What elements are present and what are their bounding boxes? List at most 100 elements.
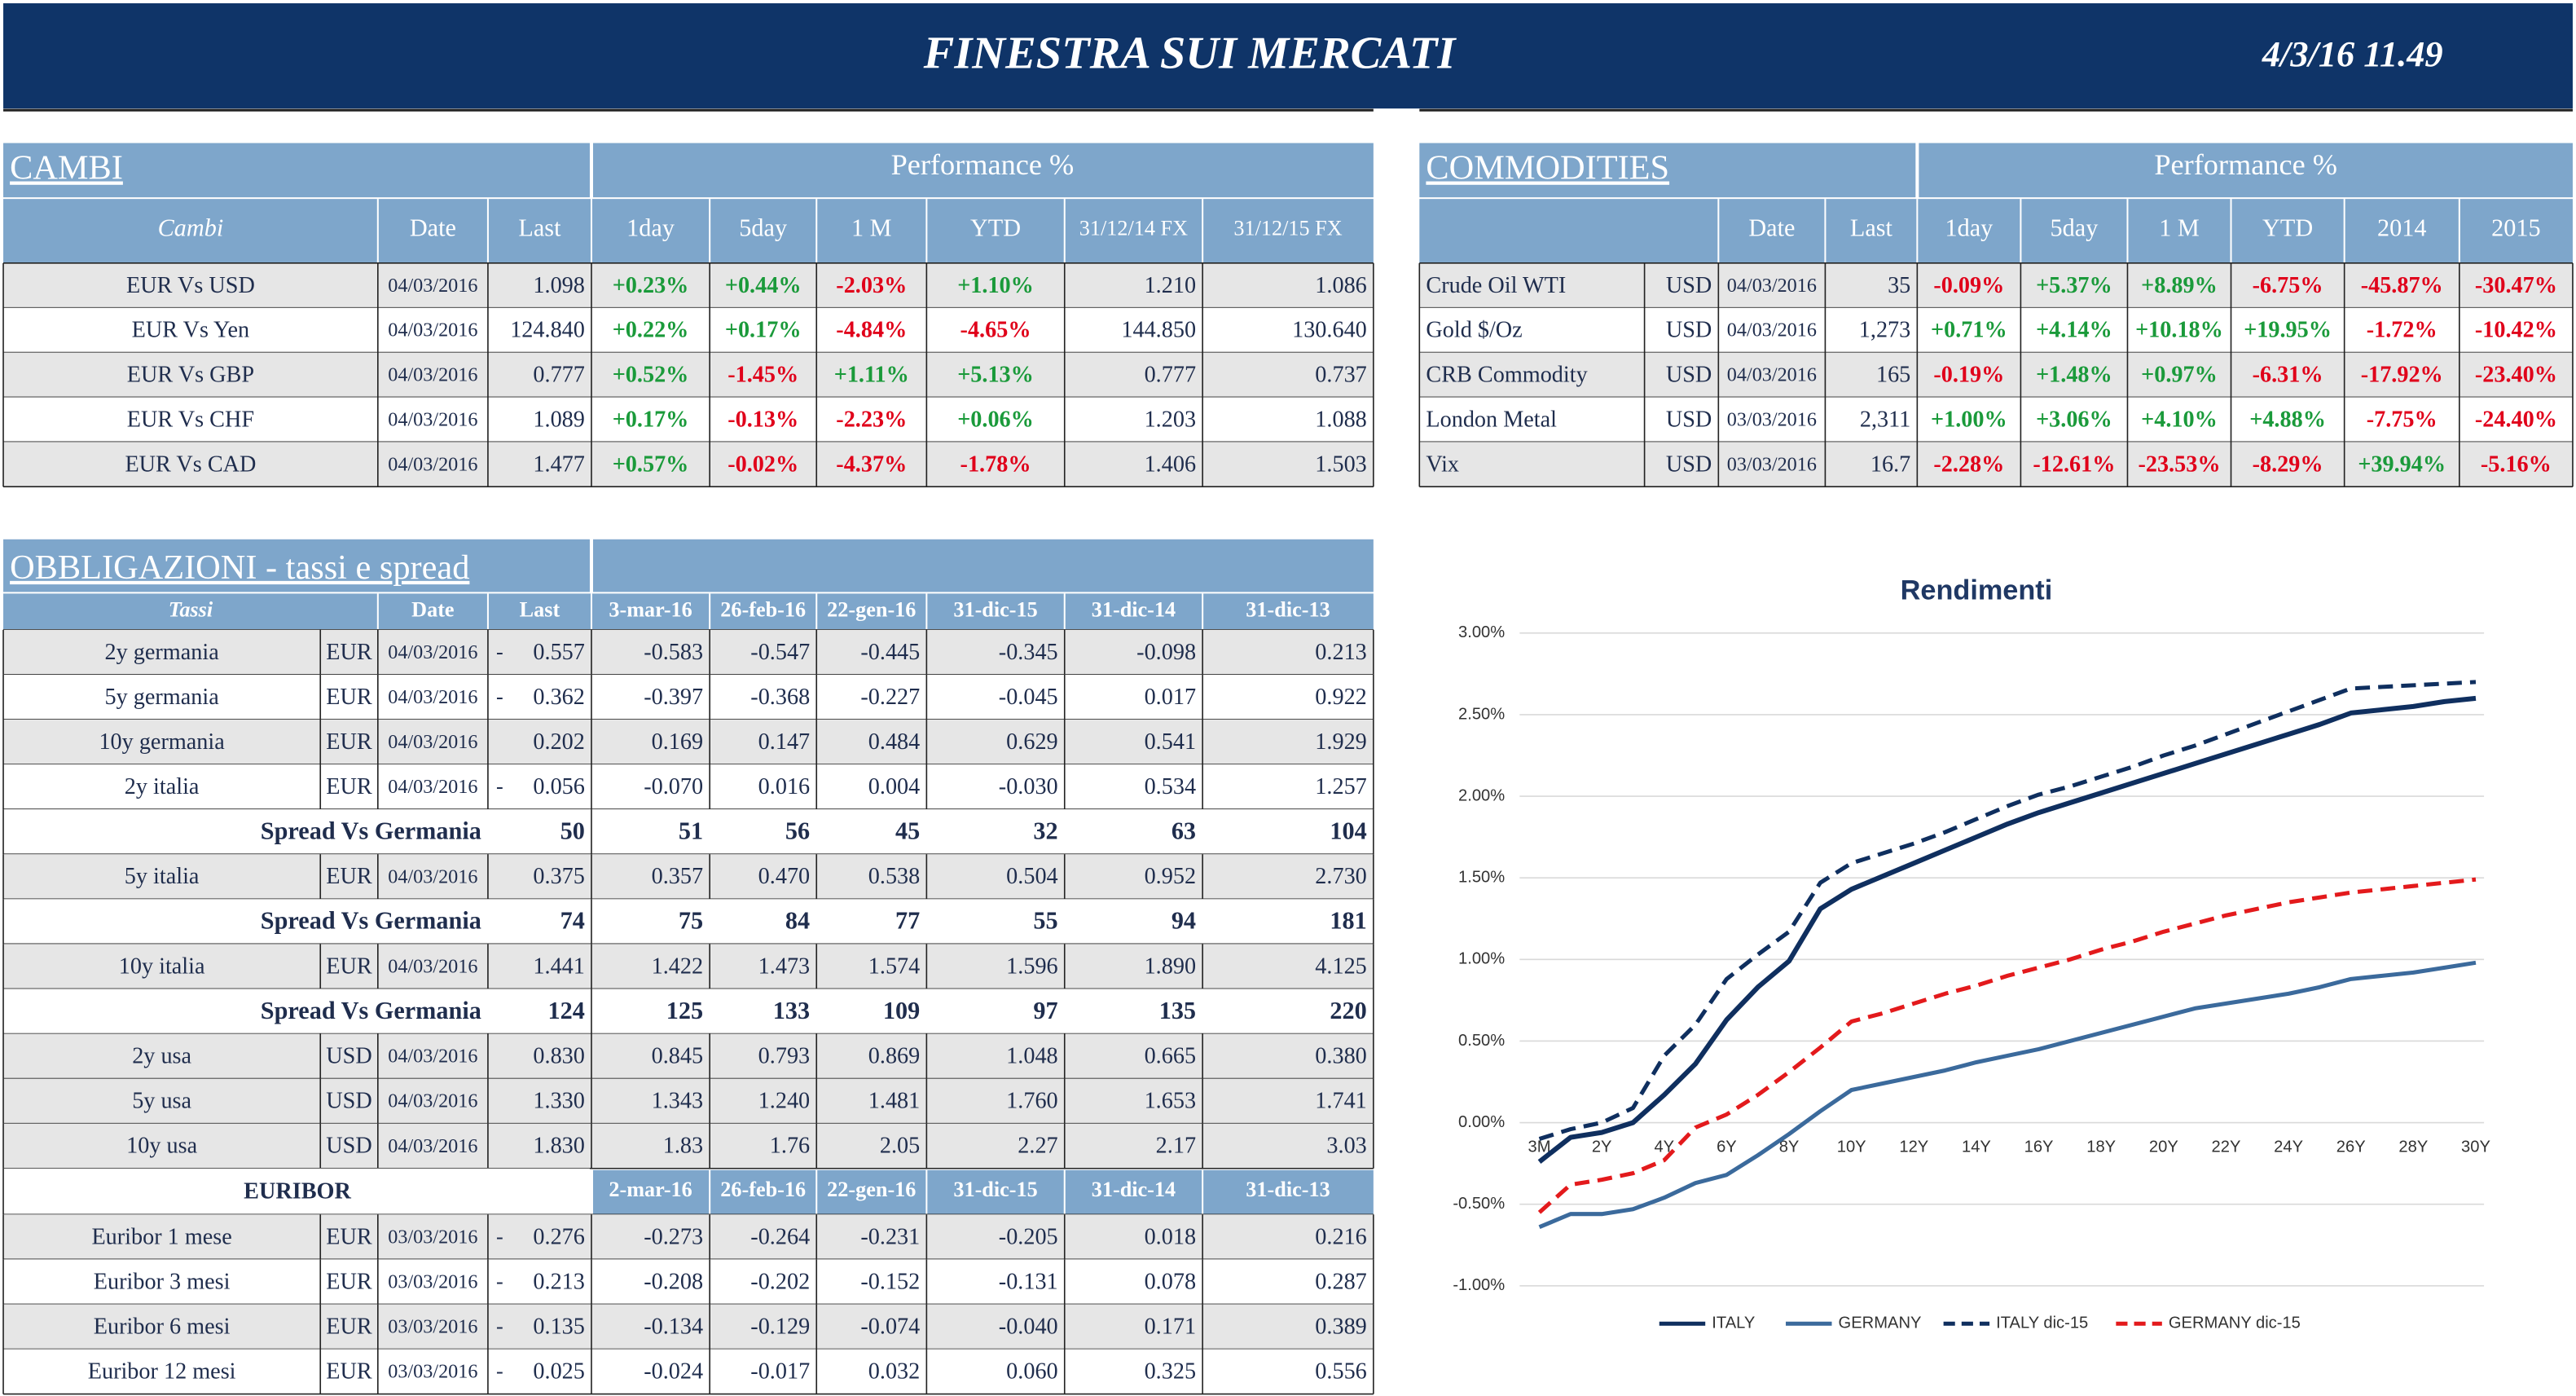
currency: EUR — [326, 729, 372, 755]
x-tick-label: 8Y — [1779, 1138, 1800, 1156]
value: 0.538 — [868, 864, 920, 889]
instrument-name: 2y usa — [132, 1044, 191, 1069]
value: 0.629 — [1006, 729, 1057, 755]
value: 1.441 — [533, 953, 584, 979]
row-bg — [1419, 307, 2573, 353]
column-header: 31-dic-14 — [1092, 1178, 1176, 1201]
instrument-name: 5y germania — [105, 685, 220, 710]
spread-value: 97 — [1033, 997, 1057, 1024]
value: 1.098 — [533, 273, 584, 298]
performance: -0.19% — [1933, 363, 2004, 388]
value: 0.869 — [868, 1044, 920, 1069]
x-tick-label: 20Y — [2149, 1138, 2178, 1156]
legend-label: ITALY — [1712, 1315, 1755, 1332]
x-tick-label: 24Y — [2274, 1138, 2303, 1156]
performance: +0.22% — [613, 318, 689, 343]
dash: - — [496, 1225, 503, 1248]
value: 0.541 — [1145, 729, 1196, 755]
performance: +19.95% — [2244, 318, 2332, 343]
y-tick-label: 1.00% — [1458, 950, 1505, 968]
value: -0.129 — [750, 1314, 810, 1339]
value: -0.131 — [999, 1269, 1058, 1294]
value: 3.03 — [1326, 1134, 1366, 1159]
value: 0.147 — [758, 729, 810, 755]
value: 0.793 — [758, 1044, 810, 1069]
column-header: Tassi — [169, 598, 213, 622]
value: 0.017 — [1145, 685, 1196, 710]
performance: +0.52% — [613, 363, 689, 388]
value: 130.640 — [1292, 318, 1367, 343]
value: 1.089 — [533, 407, 584, 432]
value: 165 — [1876, 363, 1910, 388]
performance: +0.71% — [1931, 318, 2007, 343]
value: -0.017 — [750, 1359, 810, 1385]
value: 0.171 — [1145, 1314, 1196, 1339]
row-bg — [3, 719, 1374, 765]
table-header — [1419, 199, 2573, 263]
value: 1.477 — [533, 451, 584, 477]
spread-value: 77 — [895, 907, 920, 935]
value: -0.273 — [644, 1224, 703, 1249]
instrument-name: 5y usa — [132, 1089, 191, 1114]
commodity-name: Gold $/Oz — [1426, 318, 1522, 343]
performance: -2.23% — [836, 407, 907, 432]
row-bg — [1419, 397, 2573, 443]
value: -0.074 — [860, 1314, 920, 1339]
column-header: Date — [410, 214, 456, 241]
spread-value: 109 — [883, 997, 920, 1024]
legend-label: GERMANY — [1839, 1315, 1922, 1332]
dash: - — [496, 1359, 503, 1383]
performance: -1.45% — [728, 363, 798, 388]
performance: -8.29% — [2253, 451, 2323, 477]
column-header: 1 M — [2159, 214, 2200, 241]
currency: USD — [326, 1089, 371, 1114]
column-header: 2014 — [2377, 214, 2426, 241]
column-header: 31-dic-15 — [953, 598, 1037, 622]
value: 144.850 — [1121, 318, 1196, 343]
currency: USD — [1666, 363, 1712, 388]
column-header: Last — [520, 598, 560, 622]
column-header: Last — [1850, 214, 1893, 241]
section-title: CAMBI — [10, 149, 123, 187]
spread-value: 74 — [560, 907, 585, 935]
currency: EUR — [326, 640, 372, 665]
section-title: COMMODITIES — [1426, 149, 1669, 187]
spread-value: 94 — [1172, 907, 1196, 935]
row-bg — [3, 1033, 1374, 1079]
spread-value: 104 — [1330, 817, 1366, 845]
instrument-name: Euribor 12 mesi — [88, 1359, 236, 1385]
performance: +0.06% — [957, 407, 1034, 432]
column-header: 1day — [1945, 214, 1993, 241]
value: 0.952 — [1145, 864, 1196, 889]
value: 1.203 — [1145, 407, 1196, 432]
value: 1.76 — [770, 1134, 810, 1159]
date: 03/03/2016 — [388, 1316, 477, 1338]
value: 1.741 — [1315, 1089, 1366, 1114]
series-line — [1537, 695, 2477, 1165]
date: 04/03/2016 — [388, 865, 477, 887]
value: 1.257 — [1315, 774, 1366, 799]
value: 0.380 — [1315, 1044, 1366, 1069]
pair-name: EUR Vs GBP — [127, 363, 254, 388]
spread-value: 220 — [1330, 997, 1366, 1024]
column-header: 5day — [739, 214, 787, 241]
date: 04/03/2016 — [388, 364, 477, 386]
section-title: OBBLIGAZIONI - tassi e spread — [10, 548, 469, 587]
instrument-name: 2y italia — [125, 774, 200, 799]
value: 1.481 — [868, 1089, 920, 1114]
x-tick-label: 3M — [1528, 1138, 1551, 1156]
value: -0.227 — [860, 685, 920, 710]
performance: -2.28% — [1933, 451, 2004, 477]
performance: +39.94% — [2358, 451, 2446, 477]
column-header: Date — [1748, 214, 1795, 241]
row-bg — [3, 629, 1374, 675]
value: 0.287 — [1315, 1269, 1366, 1294]
section-header — [1419, 143, 1916, 198]
section-title: EURIBOR — [244, 1178, 351, 1204]
y-tick-label: 0.00% — [1458, 1113, 1505, 1131]
column-header: 2-mar-16 — [609, 1178, 692, 1201]
row-bg — [3, 262, 1374, 308]
date: 03/03/2016 — [1727, 408, 1817, 430]
